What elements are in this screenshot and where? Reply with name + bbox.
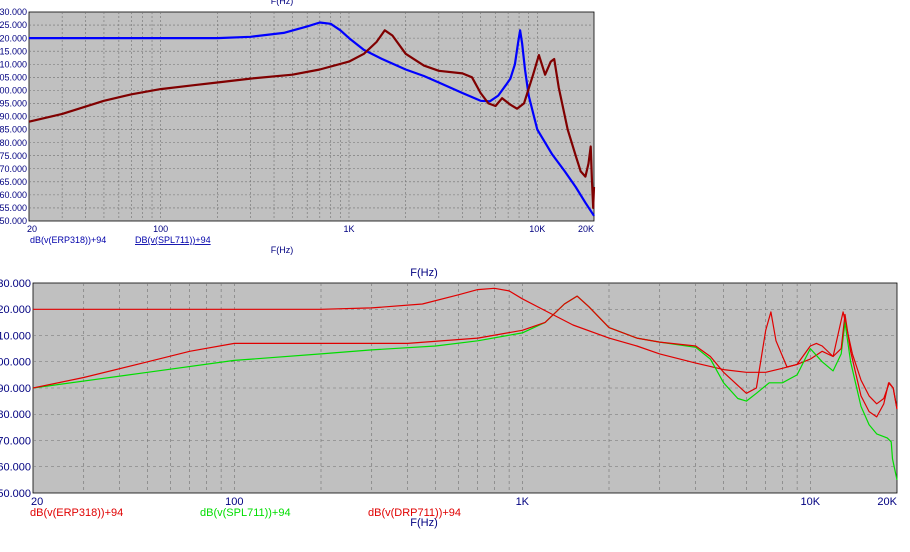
y-tick-label: 70.000 [0,435,31,447]
y-tick-label: 100.000 [0,357,31,369]
y-tick-label: 50.000 [0,488,31,500]
y-tick-label: 50.000 [0,216,27,226]
legend-label-1: dB(v(ERP318))+94 [30,235,106,245]
x-tick-label: 20 [27,224,37,234]
y-tick-label: 110.000 [0,330,31,342]
series-line-2 [32,295,898,481]
plot-area [28,11,595,222]
y-tick-label: 110.000 [0,59,27,69]
legend-label-1: dB(v(ERP318))+94 [30,507,123,519]
top-axis-label: F(Hz) [271,0,294,6]
y-tick-label: 130.000 [0,278,31,290]
series-line-3 [32,295,898,418]
y-tick-label: 95.000 [0,99,27,109]
y-tick-label: 70.000 [0,164,27,174]
y-tick-label: 75.000 [0,151,27,161]
y-tick-label: 60.000 [0,190,27,200]
y-tick-label: 90.000 [0,112,27,122]
top-axis-label: F(Hz) [410,267,438,279]
x-tick-label: 20K [877,496,897,508]
y-tick-label: 115.000 [0,46,27,56]
x-tick-label: 1K [516,496,530,508]
x-axis-label: F(Hz) [271,245,294,255]
y-tick-label: 100.000 [0,86,27,96]
x-tick-label: 10K [801,496,821,508]
y-tick-label: 80.000 [0,138,27,148]
y-tick-label: 125.000 [0,20,27,30]
y-tick-label: 130.000 [0,7,27,17]
legend-label-2: dB(v(SPL711))+94 [200,507,291,519]
chart-top: 50.000 55.000 60.000 65.000 70.000 75.000 80.0… [0,0,596,255]
x-tick-label: 10K [529,224,545,234]
x-tick-label: 20K [578,224,594,234]
x-tick-label: 100 [225,496,243,508]
x-tick-label: 1K [343,224,354,234]
series-line-2 [28,29,596,209]
y-tick-label: 105.000 [0,72,27,82]
y-tick-label: 80.000 [0,409,31,421]
y-tick-label: 60.000 [0,462,31,474]
y-tick-label: 120.000 [0,33,27,43]
y-tick-label: 85.000 [0,125,27,135]
chart-bottom: 50.000 60.000 70.000 80.000 90.000 100.000 110… [0,267,898,529]
y-tick-label: 90.000 [0,383,31,395]
x-tick-label: 20 [31,496,43,508]
legend-label-3: dB(v(DRP711))+94 [368,507,461,519]
series-line-1 [33,287,898,410]
y-tick-label: 120.000 [0,304,31,316]
x-axis-label: F(Hz) [410,517,438,529]
x-tick-label: 100 [153,224,168,234]
legend-label-2: DB(v(SPL711))+94 [135,235,211,245]
y-tick-label: 65.000 [0,177,27,187]
series-line-1 [29,21,595,217]
y-tick-label: 55.000 [0,203,27,213]
